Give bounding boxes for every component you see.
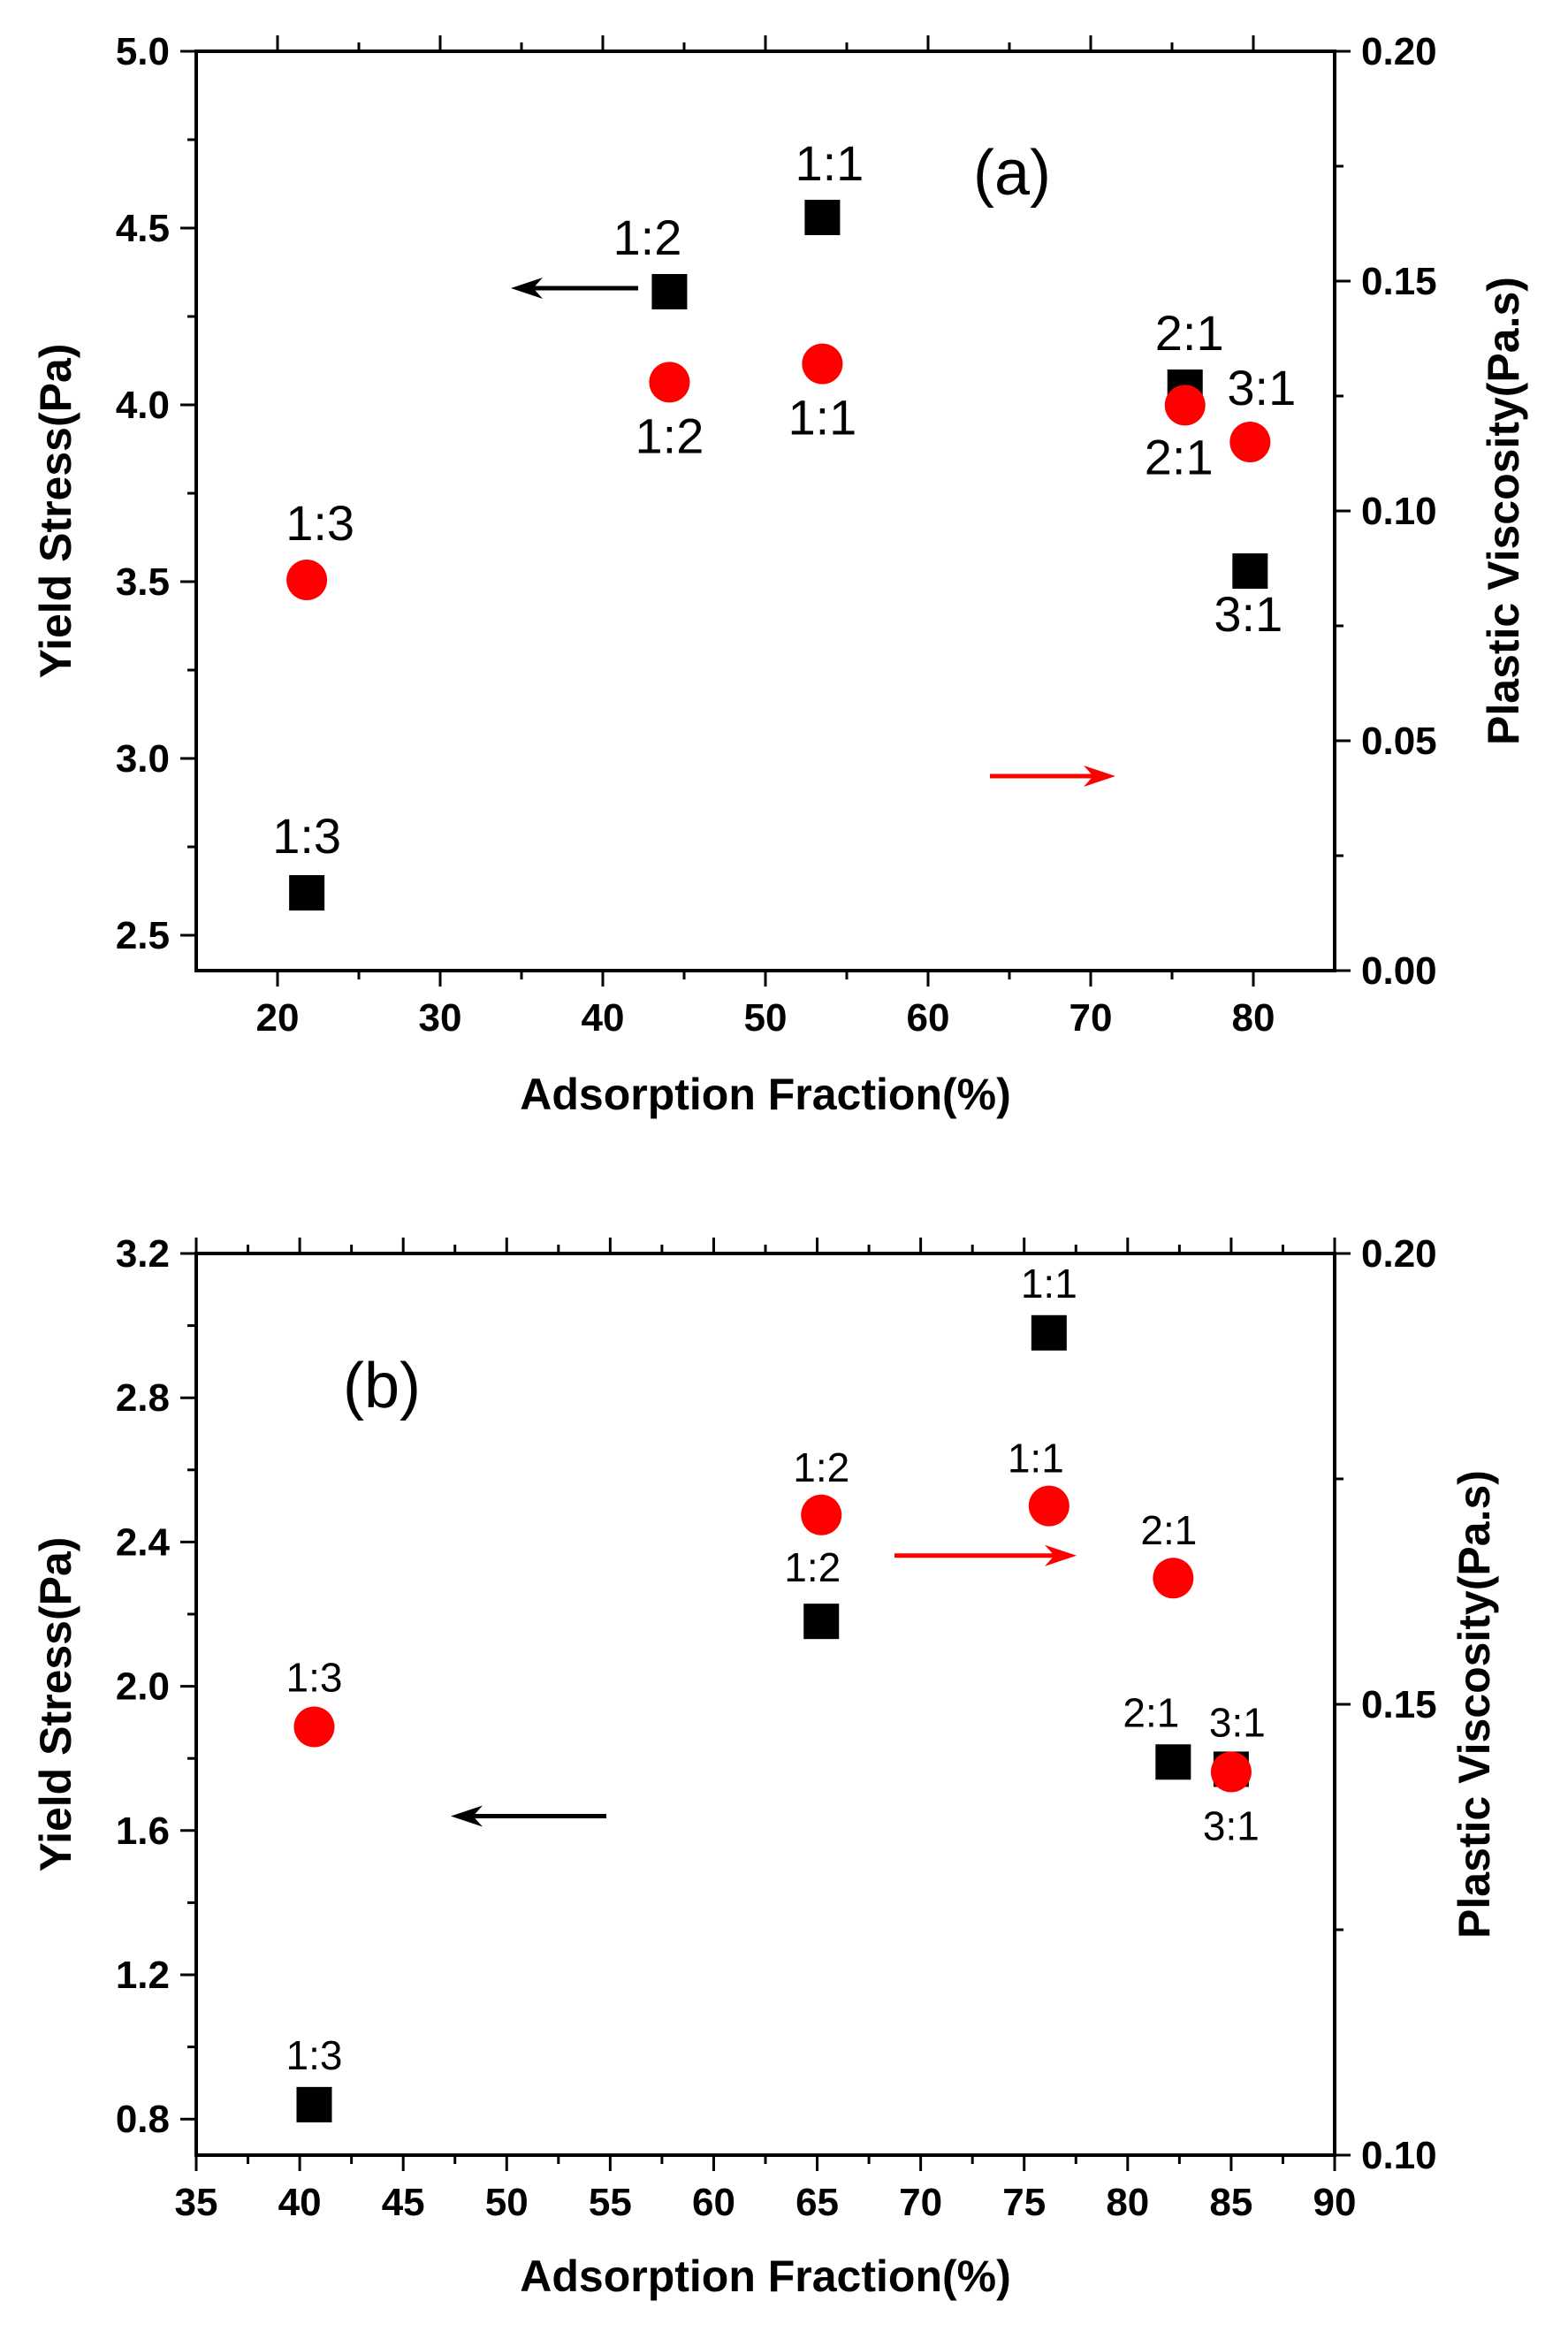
y-left-tick-label: 2.4: [116, 1520, 171, 1564]
arrow-left-head: [451, 1805, 483, 1827]
data-label: 2:1: [1155, 305, 1224, 361]
y-left-tick-label: 5.0: [116, 30, 170, 73]
data-point-plastic-viscosity: [286, 560, 328, 600]
y-right-tick-label: 0.20: [1361, 30, 1437, 73]
y-left-tick-label: 3.0: [116, 737, 170, 781]
y-right-axis-title: Plastic Viscosity(Pa.s): [1479, 277, 1528, 745]
y-left-tick-label: 1.2: [116, 1954, 170, 1997]
data-label: 1:1: [1021, 1261, 1077, 1307]
arrow-right-head: [1084, 766, 1115, 788]
y-right-tick-label: 0.10: [1361, 490, 1437, 533]
y-right-tick-label: 0.15: [1361, 1683, 1437, 1726]
data-point-plastic-viscosity: [649, 362, 690, 403]
data-point-yield-stress: [651, 274, 688, 309]
data-point-plastic-viscosity: [1153, 1558, 1194, 1599]
x-tick-label: 55: [589, 2181, 632, 2224]
data-point-plastic-viscosity: [801, 1494, 842, 1535]
data-label: 3:1: [1214, 586, 1283, 642]
x-tick-label: 40: [582, 996, 625, 1040]
y-right-tick-label: 0.05: [1361, 720, 1437, 763]
y-left-tick-label: 0.8: [116, 2098, 170, 2141]
x-tick-label: 90: [1313, 2181, 1357, 2224]
data-label: 3:1: [1227, 360, 1296, 415]
data-point-yield-stress: [804, 200, 841, 235]
data-label: 1:1: [795, 135, 864, 191]
x-tick-label: 35: [175, 2181, 218, 2224]
y-left-tick-label: 4.0: [116, 384, 170, 427]
y-right-tick-label: 0.00: [1361, 949, 1437, 993]
chart-panel-b: 35 40 45 50 55 60 65 70 75 80 85 90 0.8 1.2 1.6 2.0 2.4 2…: [31, 1232, 1499, 2301]
data-label: 1:3: [285, 495, 354, 551]
data-point-plastic-viscosity: [293, 1706, 335, 1748]
chart-panel-a: 20 30 40 50 60 70 80 2.5 3.0 3.5 4.0 4.5 5.0 0.00 0.05…: [31, 30, 1528, 1119]
x-tick-label: 60: [907, 996, 950, 1040]
x-tick-label: 80: [1106, 2181, 1149, 2224]
data-point-yield-stress: [289, 875, 325, 910]
data-label: 1:2: [636, 408, 704, 463]
data-label: 3:1: [1209, 1700, 1266, 1746]
y-left-axis-title: Yield Stress(Pa): [31, 344, 80, 679]
x-tick-label: 20: [256, 996, 300, 1040]
y-left-tick-label: 3.5: [116, 560, 170, 604]
y-right-tick-label: 0.20: [1361, 1232, 1437, 1276]
plot-frame: [194, 50, 1336, 972]
y-right-axis-title: Plastic Viscosity(Pa.s): [1450, 1470, 1499, 1939]
data-point-yield-stress: [1031, 1314, 1067, 1351]
data-point-yield-stress: [803, 1604, 840, 1640]
data-point-yield-stress: [296, 2086, 332, 2122]
arrow-left-head: [511, 278, 543, 299]
data-label: 1:2: [784, 1544, 841, 1590]
data-label: 1:2: [613, 210, 682, 265]
x-tick-label: 70: [899, 2181, 942, 2224]
y-right-tick-label: 0.10: [1361, 2134, 1437, 2177]
data-label: 3:1: [1203, 1802, 1260, 1848]
arrow-right-head: [1045, 1544, 1077, 1566]
data-point-plastic-viscosity: [1028, 1485, 1069, 1527]
data-label: 2:1: [1140, 1507, 1197, 1553]
y-left-tick-label: 3.2: [116, 1232, 170, 1276]
y-left-axis-title: Yield Stress(Pa): [31, 1537, 80, 1872]
x-tick-label: 70: [1069, 996, 1113, 1040]
data-label: 1:1: [1008, 1436, 1064, 1482]
panel-label: (b): [343, 1351, 421, 1421]
x-tick-label: 85: [1209, 2181, 1252, 2224]
data-point-plastic-viscosity: [802, 343, 843, 385]
x-tick-label: 60: [692, 2181, 735, 2224]
x-tick-label: 65: [795, 2181, 839, 2224]
x-tick-label: 50: [744, 996, 788, 1040]
data-point-yield-stress: [1232, 553, 1268, 589]
x-axis-title: Adsorption Fraction(%): [520, 2251, 1011, 2301]
data-label: 1:2: [793, 1444, 849, 1490]
y-left-tick-label: 2.5: [116, 914, 170, 957]
x-tick-label: 75: [1002, 2181, 1046, 2224]
y-left-tick-label: 1.6: [116, 1809, 170, 1853]
x-tick-label: 40: [278, 2181, 322, 2224]
y-left-tick-label: 2.8: [116, 1376, 170, 1420]
panel-label: (a): [973, 138, 1051, 209]
data-label: 2:1: [1145, 429, 1214, 484]
x-tick-label: 45: [382, 2181, 425, 2224]
data-label: 2:1: [1123, 1689, 1179, 1735]
data-label: 1:1: [788, 390, 856, 446]
x-tick-label: 50: [485, 2181, 529, 2224]
x-tick-label: 30: [419, 996, 462, 1040]
data-label: 1:3: [272, 808, 341, 864]
x-tick-label: 80: [1232, 996, 1275, 1040]
y-right-tick-label: 0.15: [1361, 260, 1437, 303]
y-left-tick-label: 4.5: [116, 207, 170, 250]
data-label: 1:3: [286, 1655, 343, 1701]
data-point-plastic-viscosity: [1210, 1751, 1252, 1793]
data-point-plastic-viscosity: [1164, 385, 1206, 426]
x-axis-title: Adsorption Fraction(%): [520, 1070, 1011, 1119]
y-left-tick-label: 2.0: [116, 1665, 170, 1709]
data-point-plastic-viscosity: [1229, 422, 1271, 462]
data-label: 1:3: [286, 2032, 343, 2078]
data-point-yield-stress: [1155, 1744, 1191, 1780]
